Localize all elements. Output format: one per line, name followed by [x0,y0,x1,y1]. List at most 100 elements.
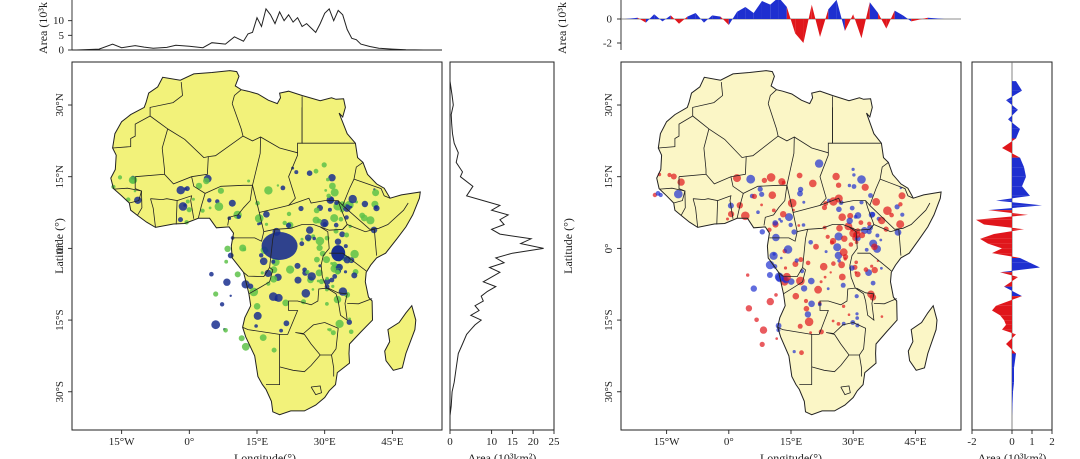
country-border [288,162,364,207]
map-patch [826,287,830,291]
side-x-tick-label: 0 [1009,436,1015,448]
side-profile-segment [1006,90,1022,101]
map-patch [824,250,828,254]
left-map: 15°W 0° 15°E 30°E 45°E 30°N 15°N 0° 15°S 30°S Lat… [52,61,443,459]
y-tick-label: 15°N [54,165,66,188]
map-patch [836,206,842,213]
map-patch [834,232,843,241]
map-patch [847,183,852,188]
map-patch [750,285,757,292]
country-border [859,354,862,377]
top-profile-segment [803,4,812,44]
x-tick-label: 30°E [842,436,864,448]
top-profile-segment [927,17,945,19]
side-profile-segment [988,205,1042,211]
map-patch [803,298,809,304]
map-patch [880,315,884,318]
map-patch [900,212,905,217]
country-border [783,267,806,295]
map-patch [775,337,778,340]
top-profile-segment [625,17,638,19]
map-patch [372,189,380,197]
map-patch [186,207,192,213]
country-border [692,198,699,228]
right-panel: 0-2 Area (10³k 15°W 0° 15°E 30°E 45°E30°N15°… [555,0,1055,459]
map-patch [670,173,677,180]
side-x-tick-label: 25 [549,436,561,448]
map-patch [346,319,352,325]
map-patch [183,203,187,207]
map-patch [896,220,905,229]
y-tick-label: 15°S [603,309,615,331]
map-patch [898,202,903,207]
side-profile-segment [1004,286,1022,297]
map-patch [178,217,183,223]
country-border [248,267,274,295]
top-profile-segment [712,15,721,19]
top-profile-segment [869,2,879,19]
map-patch [782,272,791,282]
side-profile-segment [976,219,1012,225]
side-profile-segment [1012,391,1013,407]
madagascar-coastline [384,304,417,371]
map-patch [836,322,841,326]
side-profile-segment [996,296,1022,306]
map-patch [211,320,221,330]
map-patch [264,186,273,195]
map-patch [266,281,271,286]
map-patch [797,186,804,193]
map-patch [330,188,339,197]
map-patch [677,178,685,186]
map-patch [236,214,241,219]
map-patch [323,256,330,264]
map-patch [330,330,336,336]
map-patch [868,193,873,198]
country-border [353,178,391,199]
top-profile-segment [728,11,738,25]
country-border [778,229,808,278]
map-patch [858,232,866,239]
map-patch [832,172,840,181]
country-border [347,298,373,305]
map-patch [178,202,188,211]
map-patch [766,297,774,306]
map-patch [254,324,258,328]
top-profile-segment [654,14,663,22]
map-patch [316,279,320,283]
map-patch [314,256,320,263]
map-patch [792,350,796,354]
map-patch [269,292,278,301]
side-profile-segment [1008,119,1020,129]
map-patch [863,267,869,272]
map-patch [333,222,339,228]
map-patch [779,219,783,223]
map-patch [311,288,315,291]
x-tick-label: 0° [724,436,734,448]
map-patch [838,261,845,269]
map-patch [307,272,316,281]
madagascar-landmass [384,305,416,371]
map-patch [759,229,765,235]
left-top-profile: 10 5 0 Area (10³k [36,0,442,57]
map-patch [329,182,336,190]
map-patch [344,232,350,238]
map-patch [241,342,250,351]
map-patch [294,170,299,175]
map-patch [224,259,229,264]
map-patch [861,183,869,191]
top-profile-segment [687,13,696,19]
top-profile-segment [786,7,796,34]
map-patch [334,200,339,205]
map-patch [772,252,776,256]
map-patch [858,220,864,226]
left-side-frame [449,61,555,431]
map-patch [838,213,846,221]
side-profile-segment [1004,320,1012,325]
map-patch [195,182,203,190]
top-profile-segment [861,2,870,39]
map-patch [227,252,234,259]
map-patch [343,244,348,249]
x-tick-label: 15°W [654,436,680,448]
side-profile-segment [1006,100,1018,110]
map-patch [829,240,835,245]
